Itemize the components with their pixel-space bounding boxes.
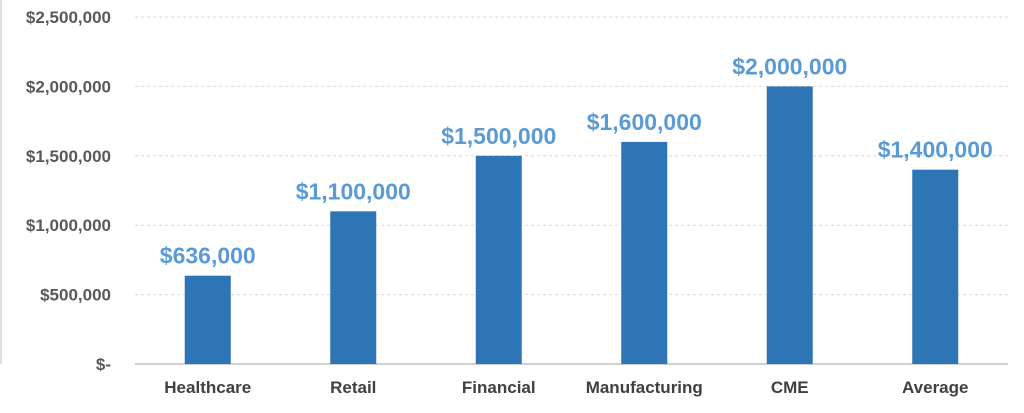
y-tick-label: $2,000,000 bbox=[26, 77, 111, 96]
bar-financial bbox=[475, 155, 522, 364]
data-label: $1,500,000 bbox=[441, 123, 556, 149]
bar-healthcare bbox=[184, 275, 231, 364]
data-labels: $636,000 $1,100,000 $1,500,000 $1,600,000 $2… bbox=[160, 53, 993, 268]
y-tick-label: $- bbox=[96, 355, 111, 374]
y-tick-label: $1,000,000 bbox=[26, 216, 111, 235]
y-tick-label: $2,500,000 bbox=[26, 8, 111, 27]
data-label: $1,400,000 bbox=[878, 137, 993, 163]
x-axis-ticks: Healthcare Retail Financial Manufacturing CM… bbox=[164, 378, 968, 397]
bars bbox=[184, 86, 959, 365]
data-label: $636,000 bbox=[160, 243, 256, 269]
x-tick-label: Retail bbox=[330, 378, 376, 397]
y-axis-ticks: $- $500,000 $1,000,000 $1,500,000 $2,000,000… bbox=[26, 8, 111, 374]
x-tick-label: Average bbox=[902, 378, 968, 397]
y-tick-label: $1,500,000 bbox=[26, 147, 111, 166]
x-tick-label: CME bbox=[771, 378, 809, 397]
bar-manufacturing bbox=[621, 141, 668, 364]
axes bbox=[0, 0, 1008, 365]
data-label: $1,600,000 bbox=[587, 109, 702, 135]
bar-retail bbox=[330, 211, 377, 364]
bar-average bbox=[912, 169, 959, 364]
data-label: $2,000,000 bbox=[732, 53, 847, 79]
y-tick-label: $500,000 bbox=[40, 286, 111, 305]
x-tick-label: Healthcare bbox=[164, 378, 251, 397]
data-label: $1,100,000 bbox=[296, 178, 411, 204]
bar-cme bbox=[766, 86, 813, 365]
x-tick-label: Manufacturing bbox=[586, 378, 703, 397]
gridlines bbox=[135, 16, 1008, 296]
x-tick-label: Financial bbox=[462, 378, 536, 397]
